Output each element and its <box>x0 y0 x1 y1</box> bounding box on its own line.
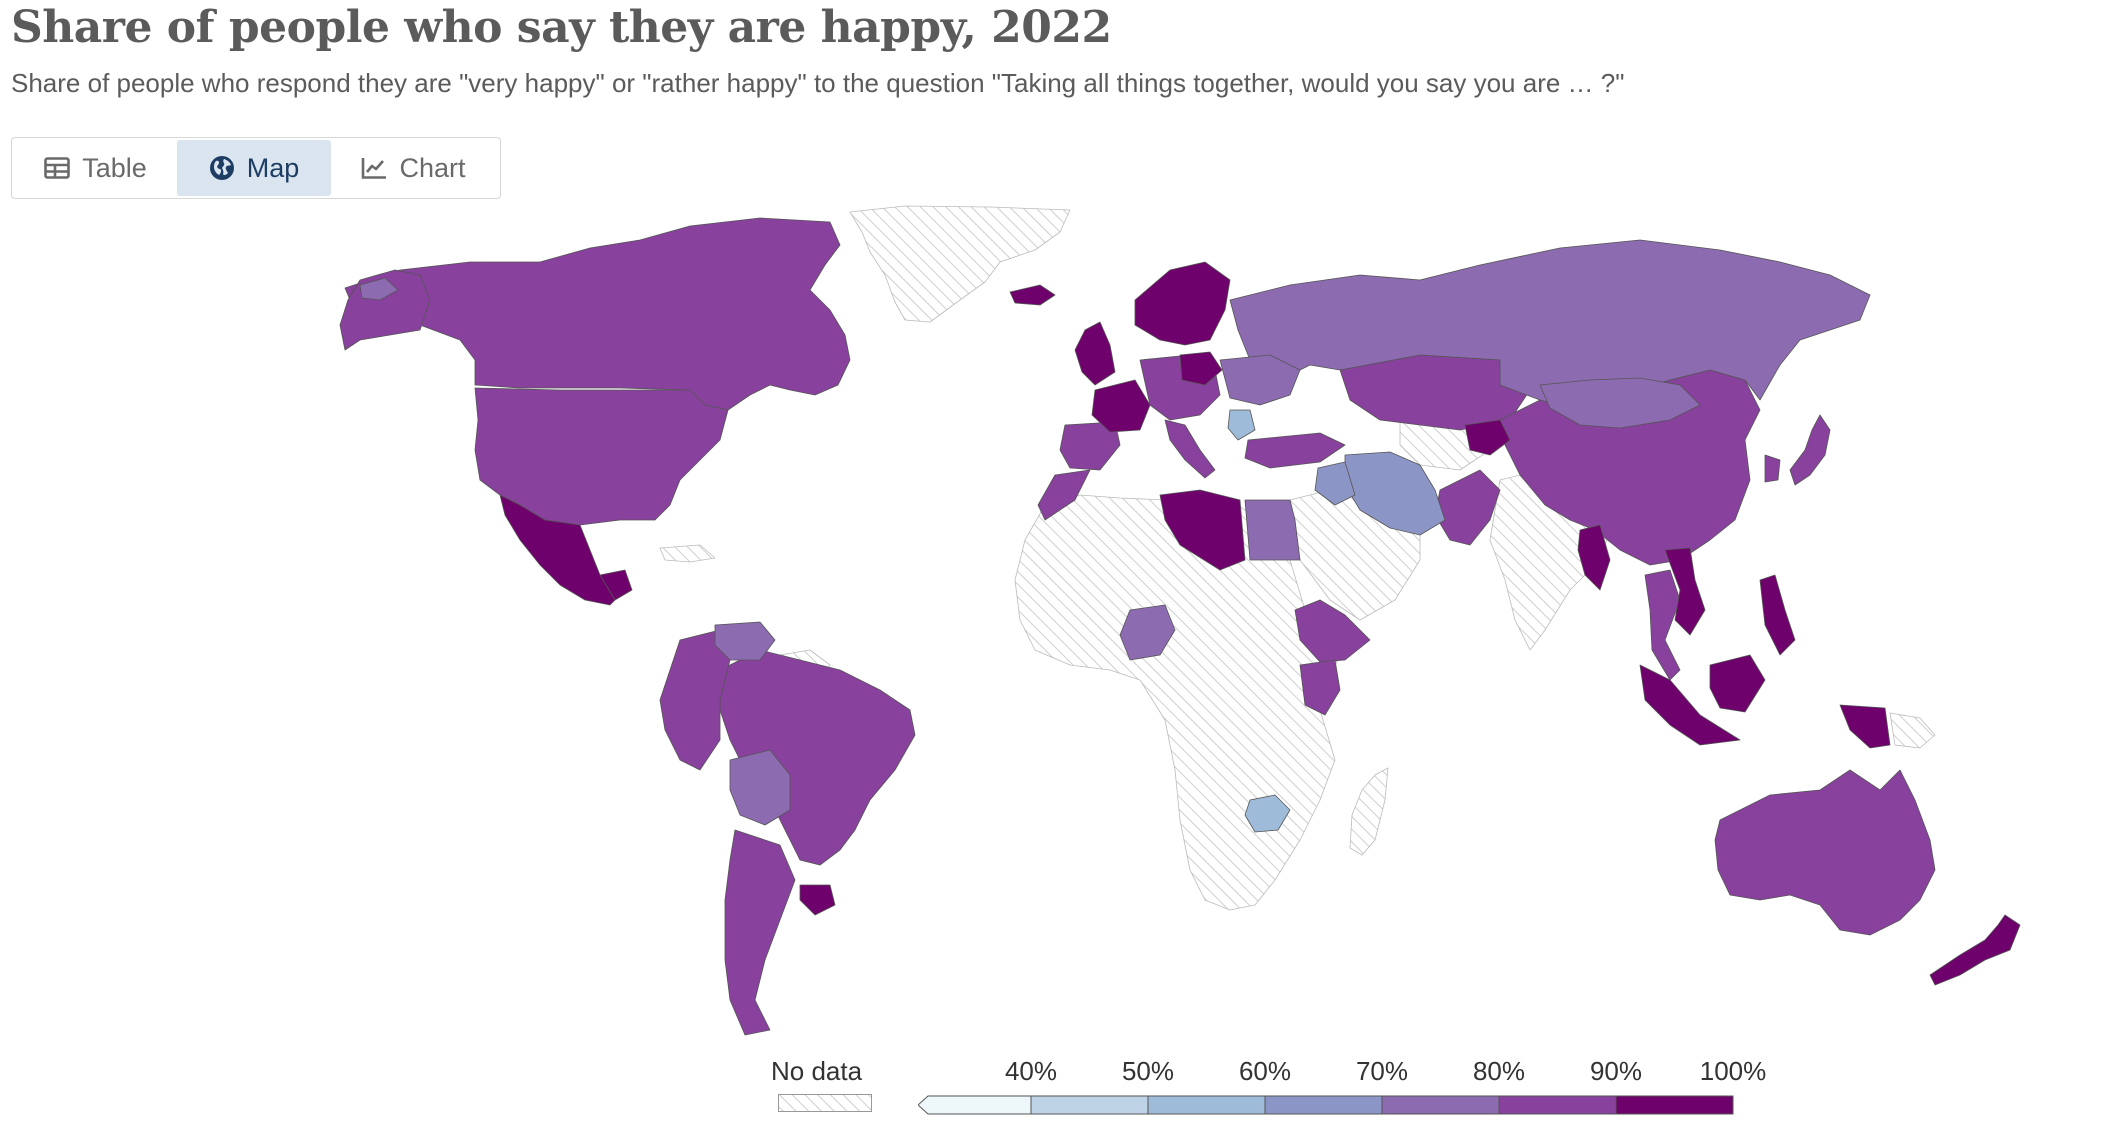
country-venezuela[interactable] <box>714 621 776 661</box>
tab-map-label: Map <box>246 152 300 183</box>
country-tajikistan-kyrgyzstan[interactable] <box>1464 419 1511 456</box>
country-borneo-sulawesi[interactable] <box>1709 654 1766 713</box>
country-ukraine-belarus[interactable] <box>1219 354 1301 406</box>
country-nigeria[interactable] <box>1119 604 1176 661</box>
country-iran[interactable] <box>1344 451 1446 536</box>
country-iraq[interactable] <box>1314 461 1356 506</box>
country-mongolia[interactable] <box>1539 377 1701 429</box>
country-argentina-chile[interactable] <box>724 829 796 1036</box>
region-caribbean-nodata[interactable] <box>659 544 716 563</box>
legend-bin-4 <box>1381 1095 1500 1115</box>
legend-bin-5 <box>1498 1095 1617 1115</box>
legend-no-data-label: No data <box>771 1056 863 1086</box>
country-indonesia[interactable] <box>1639 664 1741 746</box>
tab-map[interactable]: Map <box>177 140 331 196</box>
country-poland[interactable] <box>1179 351 1223 386</box>
country-canada[interactable] <box>344 217 851 411</box>
country-italy[interactable] <box>1164 419 1216 479</box>
tab-table[interactable]: Table <box>14 140 177 196</box>
legend: No data 40% 50% 60% 70% 80% 90% 100% <box>760 1050 1766 1126</box>
country-new-guinea-west[interactable] <box>1839 704 1891 749</box>
view-tabs: Table Map Chart <box>11 137 501 199</box>
legend-tick-50: 50% <box>1121 1056 1175 1086</box>
country-uk-ireland[interactable] <box>1074 321 1116 386</box>
table-icon <box>44 157 71 179</box>
legend-bin-3 <box>1264 1095 1383 1115</box>
country-pakistan[interactable] <box>1434 469 1501 546</box>
legend-no-data-swatch <box>778 1094 872 1112</box>
legend-bin-1 <box>1030 1095 1149 1115</box>
line-chart-icon <box>361 157 387 179</box>
country-papua-new-guinea[interactable] <box>1889 712 1936 749</box>
legend-tick-90: 90% <box>1589 1056 1643 1086</box>
country-kenya[interactable] <box>1299 659 1341 716</box>
country-australia[interactable] <box>1714 769 1936 936</box>
tab-chart-label: Chart <box>399 152 466 183</box>
page-title: Share of people who say they are happy, … <box>11 2 1112 53</box>
country-morocco[interactable] <box>1037 469 1091 521</box>
country-usa[interactable] <box>474 387 729 526</box>
country-serbia[interactable] <box>1227 409 1256 441</box>
country-myanmar[interactable] <box>1577 524 1611 591</box>
world-map <box>339 205 2021 1036</box>
country-libya[interactable] <box>1159 489 1246 571</box>
country-colombia-peru[interactable] <box>659 629 731 771</box>
country-scandinavia[interactable] <box>1134 261 1231 346</box>
tab-table-label: Table <box>82 152 147 183</box>
legend-bin-below-40 <box>918 1095 1032 1115</box>
country-turkey[interactable] <box>1244 432 1346 469</box>
country-greenland-tip[interactable] <box>359 277 399 301</box>
legend-tick-70: 70% <box>1355 1056 1409 1086</box>
country-greenland[interactable] <box>849 205 1071 323</box>
country-zimbabwe[interactable] <box>1244 794 1291 833</box>
legend-tick-40: 40% <box>1004 1056 1058 1086</box>
country-france[interactable] <box>1091 379 1151 433</box>
country-thailand-malaysia[interactable] <box>1644 569 1681 681</box>
country-new-zealand[interactable] <box>1929 914 2021 986</box>
tab-chart[interactable]: Chart <box>331 140 496 196</box>
country-guatemala[interactable] <box>599 569 633 601</box>
country-iceland[interactable] <box>1009 284 1056 306</box>
legend-tick-80: 80% <box>1472 1056 1526 1086</box>
legend-bin-2 <box>1147 1095 1266 1115</box>
country-ethiopia[interactable] <box>1294 599 1371 663</box>
country-egypt[interactable] <box>1244 499 1301 561</box>
legend-color-bar <box>918 1095 1734 1115</box>
country-vietnam[interactable] <box>1664 547 1706 636</box>
country-japan[interactable] <box>1789 414 1831 486</box>
legend-tick-100: 100% <box>1699 1056 1767 1086</box>
country-philippines[interactable] <box>1759 574 1796 656</box>
country-bolivia[interactable] <box>729 749 791 826</box>
country-uruguay[interactable] <box>799 884 836 916</box>
country-russia[interactable] <box>1229 239 1871 411</box>
country-south-korea[interactable] <box>1764 454 1781 483</box>
globe-icon <box>209 155 235 181</box>
page-subtitle: Share of people who respond they are "ve… <box>11 68 1625 98</box>
country-madagascar[interactable] <box>1349 767 1389 856</box>
legend-tick-60: 60% <box>1238 1056 1292 1086</box>
legend-bin-6 <box>1615 1095 1734 1115</box>
